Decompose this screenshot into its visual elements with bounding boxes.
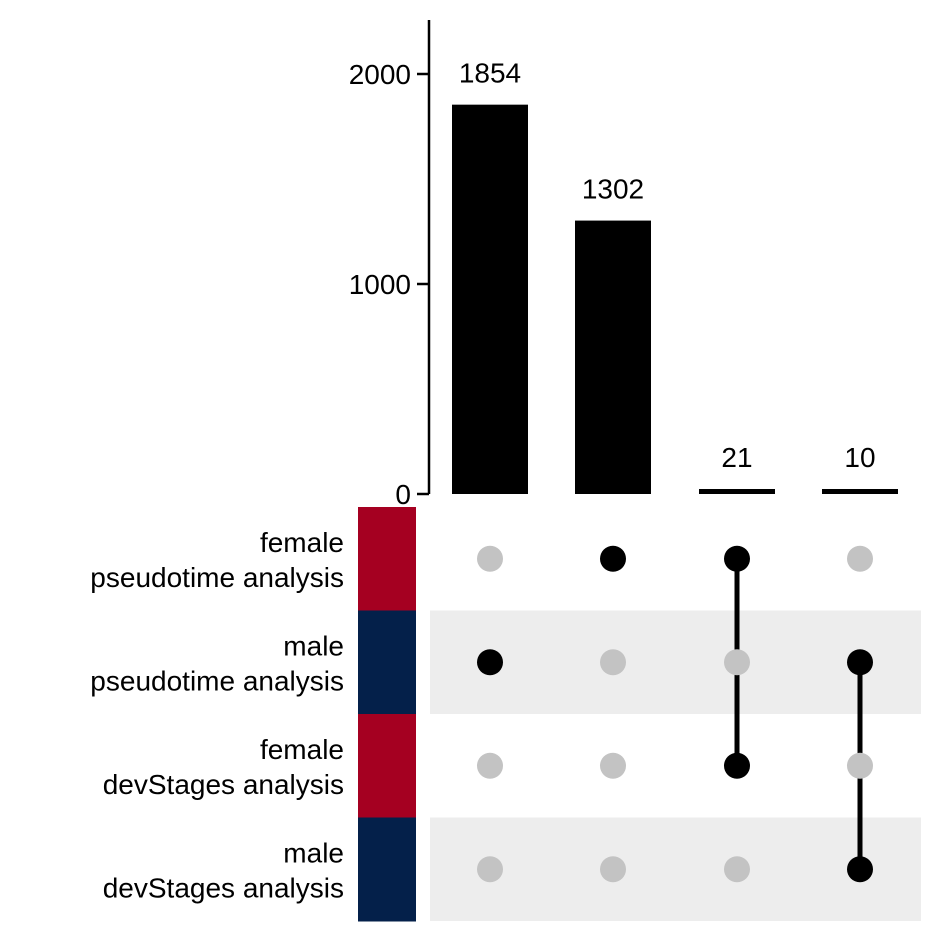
row-stripe-1 [430,610,921,714]
intersection-bars [452,104,898,494]
bar-2 [699,489,775,494]
bar-3 [822,489,898,494]
set-label-line1-0: female [260,527,344,558]
dot-3-3-active [847,856,873,883]
dot-2-0-active [724,545,750,572]
dot-1-2-inactive [600,752,626,779]
set-label-line1-2: female [260,734,344,765]
set-block-3 [358,817,416,922]
y-tick-label-1: 1000 [349,269,411,300]
y-axis: 0 1000 2000 [349,20,431,510]
dot-2-2-active [724,752,750,779]
dot-1-1-inactive [600,649,626,676]
bar-label-3: 10 [844,442,875,473]
dot-1-3-inactive [600,856,626,883]
set-block-1 [358,610,416,715]
set-labels: female pseudotime analysis male pseudotime … [90,527,344,904]
set-block-0 [358,507,416,611]
dot-0-2-inactive [477,752,503,779]
bar-0 [452,104,528,494]
set-block-2 [358,714,416,818]
y-tick-label-2: 2000 [349,59,411,90]
dot-1-0-active [600,545,626,572]
dot-0-3-inactive [477,856,503,883]
matrix-row-stripes [430,610,921,921]
dot-3-1-active [847,649,873,676]
dot-3-2-inactive [847,752,873,779]
set-color-blocks [358,507,416,922]
dot-0-1-active [477,649,503,676]
row-stripe-3 [430,817,921,921]
set-label-line2-0: pseudotime analysis [90,562,344,593]
dot-2-3-inactive [724,856,750,883]
set-label-line2-2: devStages analysis [103,769,344,800]
bar-label-1: 1302 [582,174,644,205]
set-label-line1-1: male [283,630,344,661]
bar-1 [575,220,651,494]
bar-label-0: 1854 [459,58,521,89]
set-label-line1-3: male [283,837,344,868]
set-label-line2-1: pseudotime analysis [90,665,344,696]
y-tick-label-0: 0 [395,479,411,510]
bar-value-labels: 1854 1302 21 10 [459,58,876,473]
dot-3-0-inactive [847,545,873,572]
dot-0-0-inactive [477,545,503,572]
set-label-line2-3: devStages analysis [103,872,344,903]
bar-label-2: 21 [721,442,752,473]
dot-2-1-inactive [724,649,750,676]
matrix-dots [477,545,873,883]
